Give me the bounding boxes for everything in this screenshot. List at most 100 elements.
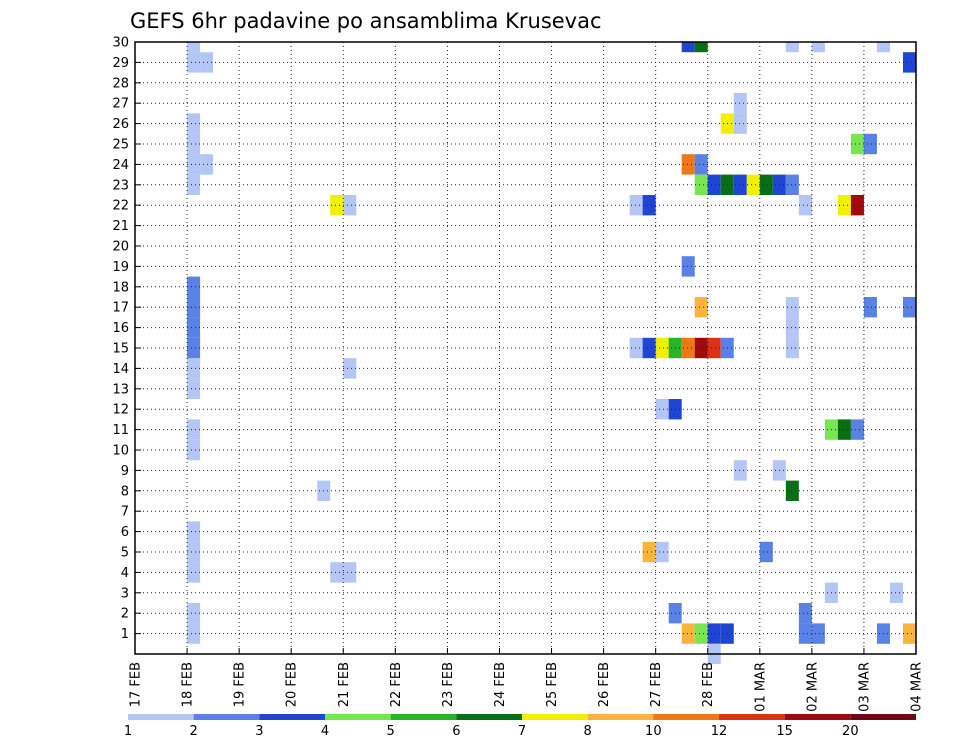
ensemble-cell xyxy=(681,623,695,644)
y-tick-label: 29 xyxy=(112,56,129,71)
ensemble-cell xyxy=(759,541,773,563)
ensemble-cell xyxy=(694,297,708,318)
legend-swatch xyxy=(850,714,916,720)
legend-label: 3 xyxy=(255,724,263,739)
ensemble-cell xyxy=(694,42,708,53)
y-tick-label: 18 xyxy=(112,280,129,295)
y-tick-label: 3 xyxy=(121,586,129,601)
ensemble-cell xyxy=(707,174,721,195)
legend-swatch xyxy=(128,714,194,720)
ensemble-cell xyxy=(681,256,695,277)
ensemble-cell xyxy=(187,358,201,379)
ensemble-cell xyxy=(694,337,708,359)
ensemble-cells xyxy=(187,42,916,664)
legend-label: 15 xyxy=(776,724,793,739)
ensemble-cell xyxy=(187,419,201,440)
legend-swatch xyxy=(259,714,325,720)
ensemble-cell xyxy=(642,337,656,359)
ensemble-cell xyxy=(187,276,201,297)
ensemble-cell xyxy=(811,42,825,53)
chart-title: GEFS 6hr padavine po ansamblima Krusevac xyxy=(130,9,602,33)
legend-label: 6 xyxy=(452,724,460,739)
ensemble-cell xyxy=(707,337,721,359)
ensemble-cell xyxy=(785,317,799,338)
legend-label: 5 xyxy=(387,724,395,739)
ensemble-cell xyxy=(889,582,903,603)
ensemble-cell xyxy=(785,297,799,318)
legend-label: 12 xyxy=(711,724,728,739)
ensemble-cell xyxy=(629,337,643,359)
ensemble-cell xyxy=(187,297,201,318)
y-tick-label: 30 xyxy=(112,36,129,51)
ensemble-cell xyxy=(733,113,747,134)
ensemble-cell xyxy=(187,541,201,563)
ensemble-cell xyxy=(642,541,656,563)
y-tick-label: 13 xyxy=(112,382,129,397)
y-tick-label: 5 xyxy=(121,546,129,561)
ensemble-cell xyxy=(655,337,669,359)
y-tick-label: 21 xyxy=(112,219,129,234)
legend-label: 1 xyxy=(124,724,132,739)
ensemble-cell xyxy=(187,42,201,53)
ensemble-cell xyxy=(330,562,344,583)
ensemble-cell xyxy=(863,133,877,155)
ensemble-cell xyxy=(187,623,201,644)
x-tick-label: 02 MAR xyxy=(805,662,820,712)
y-tick-label: 7 xyxy=(121,505,129,520)
y-tick-label: 20 xyxy=(112,240,129,255)
x-tick-label: 20 FEB xyxy=(285,662,300,707)
ensemble-cell xyxy=(798,603,812,624)
ensemble-cell xyxy=(850,133,864,155)
ensemble-cell xyxy=(187,133,201,155)
ensemble-cell xyxy=(837,195,851,216)
y-tick-label: 27 xyxy=(112,97,129,112)
ensemble-cell xyxy=(759,174,773,195)
y-tick-label: 6 xyxy=(121,525,129,540)
y-tick-label: 10 xyxy=(112,444,129,459)
ensemble-cell xyxy=(694,154,708,175)
y-tick-label: 2 xyxy=(121,607,129,622)
y-tick-label: 8 xyxy=(121,484,129,499)
x-axis-ticks: 17 FEB 18 FEB 19 FEB 20 FEB 21 FEB 22 FEB 23 F… xyxy=(129,648,925,712)
ensemble-cell xyxy=(785,337,799,359)
ensemble-cell xyxy=(902,52,916,73)
legend-swatch xyxy=(325,714,391,720)
x-tick-label: 23 FEB xyxy=(441,662,456,707)
ensemble-cell xyxy=(343,562,357,583)
y-tick-label: 15 xyxy=(112,342,129,357)
x-tick-label: 01 MAR xyxy=(753,662,768,712)
ensemble-cell xyxy=(876,42,890,53)
x-tick-label: 22 FEB xyxy=(389,662,404,707)
ensemble-cell xyxy=(187,378,201,399)
ensemble-cell xyxy=(681,42,695,53)
ensemble-cell xyxy=(733,93,747,114)
x-tick-label: 28 FEB xyxy=(701,662,716,707)
legend-swatch xyxy=(653,714,719,720)
y-tick-label: 23 xyxy=(112,178,129,193)
legend-label: 10 xyxy=(645,724,662,739)
ensemble-cell xyxy=(187,521,201,542)
ensemble-cell xyxy=(187,562,201,583)
ensemble-cell xyxy=(187,317,201,338)
ensemble-cell xyxy=(655,399,669,420)
y-tick-label: 12 xyxy=(112,403,129,418)
legend-label: 7 xyxy=(518,724,526,739)
ensemble-cell xyxy=(837,419,851,440)
legend-swatch xyxy=(193,714,260,720)
ensemble-cell xyxy=(343,358,357,379)
ensemble-cell xyxy=(187,113,201,134)
ensemble-cell xyxy=(863,297,877,318)
ensemble-cell xyxy=(187,603,201,624)
ensemble-cell xyxy=(902,297,916,318)
x-tick-label: 18 FEB xyxy=(181,662,196,707)
y-tick-label: 19 xyxy=(112,260,129,275)
ensemble-cell xyxy=(681,337,695,359)
legend-label: 2 xyxy=(190,724,198,739)
ensemble-cell xyxy=(707,623,721,644)
legend-label: 8 xyxy=(584,724,592,739)
ensemble-cell xyxy=(798,623,812,644)
legend-label: 4 xyxy=(321,724,329,739)
ensemble-cell xyxy=(642,195,656,216)
ensemble-cell xyxy=(330,195,344,216)
legend-swatch xyxy=(719,714,785,720)
